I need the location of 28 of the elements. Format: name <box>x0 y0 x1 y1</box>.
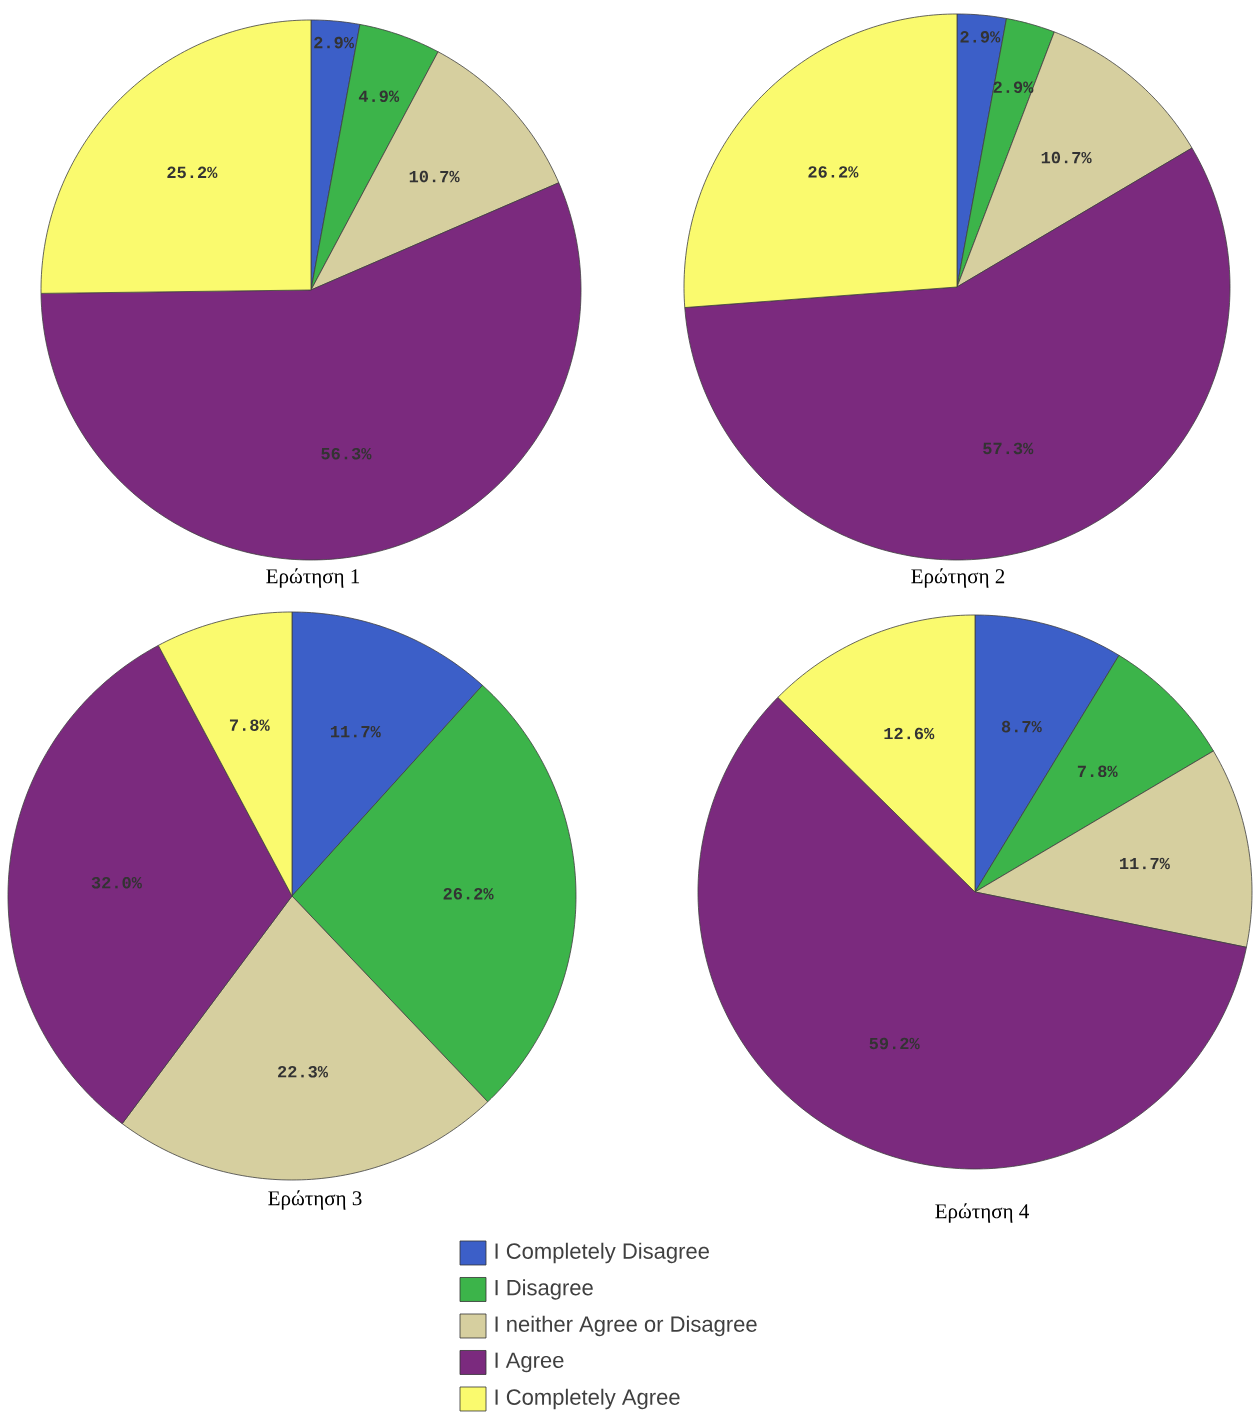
legend-label: I Completely Disagree <box>495 1242 709 1264</box>
text: Ερώτηση 3 <box>268 1190 362 1210</box>
data-label: 26.2% <box>443 888 494 900</box>
text: Ερώτηση 1 <box>266 568 360 588</box>
data-label: 22.3% <box>278 1065 329 1078</box>
text: Ερώτηση 2 <box>911 568 1005 588</box>
data-label: 10.7% <box>1041 151 1092 164</box>
data-label: 2.9% <box>314 36 355 49</box>
data-label: 2.9% <box>960 31 1001 43</box>
data-label: 8.7% <box>1001 720 1042 733</box>
data-label: 26.2% <box>808 166 859 178</box>
legend-label: I Disagree <box>495 1279 593 1300</box>
data-label: 59.2% <box>869 1037 920 1050</box>
data-label: 12.6% <box>884 727 935 740</box>
legend-label: I neither Agree or Disagree <box>495 1315 757 1337</box>
data-label: 56.3% <box>321 447 372 460</box>
data-label: 11.7% <box>330 725 381 738</box>
data-label: 11.7% <box>1120 857 1170 870</box>
data-label: 32.0% <box>91 876 142 889</box>
data-label: 4.9% <box>358 90 400 103</box>
legend-label: I Agree <box>495 1352 564 1373</box>
data-label: 7.8% <box>1077 765 1118 778</box>
data-label: 10.7% <box>409 170 460 183</box>
data-label: 57.3% <box>983 442 1034 455</box>
legend-label: I Completely Agree <box>495 1388 680 1410</box>
data-label: 7.8% <box>229 719 270 731</box>
text: Ερώτηση 4 <box>935 1203 1029 1223</box>
data-label: 25.2% <box>167 166 218 179</box>
